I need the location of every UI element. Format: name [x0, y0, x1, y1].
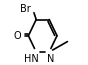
Text: Br: Br: [20, 4, 31, 14]
Text: O: O: [14, 31, 21, 41]
Text: HN: HN: [24, 53, 39, 64]
Text: N: N: [47, 53, 54, 64]
